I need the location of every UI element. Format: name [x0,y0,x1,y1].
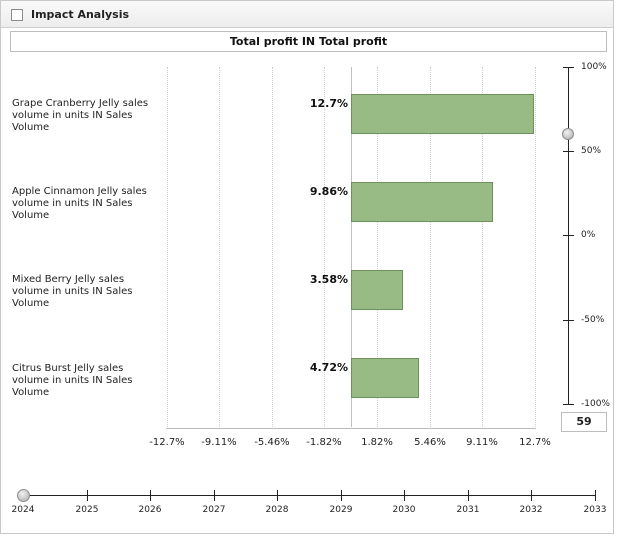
x-tick-label: -12.7% [149,437,185,448]
grid-line [219,67,220,427]
row-label-mixed-berry: Mixed Berry Jelly sales volume in units … [12,274,133,309]
grid-line [430,67,431,427]
grid-line [482,67,483,427]
bar[interactable] [351,94,534,134]
timeline-year-label[interactable]: 2029 [329,505,353,515]
x-tick-label: 1.82% [361,437,393,448]
slider-tick [563,320,574,321]
panel-header: Impact Analysis [1,1,613,28]
x-tick-label: 9.11% [466,437,498,448]
row-label-grape-cranberry: Grape Cranberry Jelly sales volume in un… [12,98,149,133]
slider-tick [563,235,574,236]
slider-tick-label: 0% [581,230,596,240]
slider-handle[interactable] [562,128,574,140]
timeline-year-label[interactable]: 2024 [11,505,35,515]
row-label-citrus-burst: Citrus Burst Jelly sales volume in units… [12,363,133,398]
timeline-track[interactable] [23,495,595,496]
timeline-tick [341,490,342,501]
timeline-year-label[interactable]: 2031 [456,505,480,515]
slider-tick-label: 50% [581,146,602,156]
timeline-year-label[interactable]: 2032 [519,505,543,515]
bar-value-label: 3.58% [309,273,348,286]
grid-line [324,67,325,427]
row-label-apple-cinnamon: Apple Cinnamon Jelly sales volume in uni… [12,186,147,221]
slider-tick-label: -50% [581,315,605,325]
timeline-year-label[interactable]: 2027 [202,505,226,515]
timeline-year-label[interactable]: 2033 [583,505,607,515]
timeline-tick [214,490,215,501]
bar-value-label: 12.7% [309,97,348,110]
timeline-year-label[interactable]: 2025 [75,505,99,515]
chart-title: Total profit IN Total profit [10,31,607,52]
bar[interactable] [351,182,493,222]
zero-axis-line [351,67,352,427]
x-tick-label: 5.46% [414,437,446,448]
x-tick-label: -1.82% [306,437,342,448]
timeline-year-label[interactable]: 2030 [392,505,416,515]
slider-track[interactable] [568,67,569,405]
grid-line [377,67,378,427]
grid-line [535,67,536,427]
panel-title: Impact Analysis [31,8,130,21]
slider-tick [563,67,574,68]
x-tick-label: -5.46% [254,437,290,448]
bar-value-label: 9.86% [309,185,348,198]
timeline-tick [595,490,596,501]
slider-tick-label: -100% [581,399,610,409]
timeline-tick [87,490,88,501]
slider-tick-label: 100% [581,62,607,72]
timeline-tick [277,490,278,501]
timeline-tick [531,490,532,501]
panel-checkbox[interactable] [11,9,23,21]
bar[interactable] [351,270,403,310]
timeline-year-label[interactable]: 2026 [138,505,162,515]
slider-tick [563,151,574,152]
timeline-handle[interactable] [17,489,30,502]
timeline-year-label[interactable]: 2028 [265,505,289,515]
slider-tick [563,404,574,405]
grid-line [272,67,273,427]
x-axis-line [166,428,536,429]
bar-value-label: 4.72% [309,361,348,374]
slider-value-box[interactable]: 59 [561,412,607,432]
bar[interactable] [351,358,419,398]
x-tick-label: 12.7% [519,437,551,448]
x-tick-label: -9.11% [201,437,237,448]
timeline-tick [150,490,151,501]
timeline-tick [404,490,405,501]
timeline-tick [468,490,469,501]
grid-line [167,67,168,427]
